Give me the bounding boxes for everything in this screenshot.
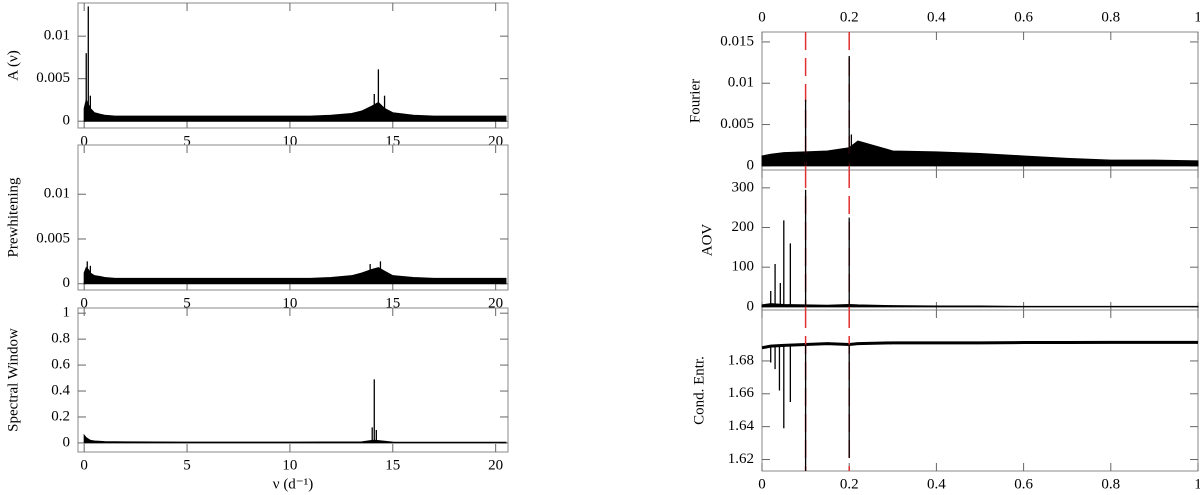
y-tick-label: 100	[732, 259, 755, 275]
y-tick-label: 0.01	[44, 186, 70, 202]
x-tick-label: 10	[282, 457, 297, 473]
x-tick-label: 0	[758, 476, 766, 492]
x-tick-label: 15	[385, 457, 400, 473]
y-tick-label: 0.6	[51, 357, 70, 373]
x-tick-label-top: 0.8	[1101, 9, 1120, 25]
y-tick-label: 1	[63, 305, 71, 321]
y-axis-label: Prewhitening	[5, 177, 21, 257]
x-tick-label: 20	[488, 295, 503, 311]
y-tick-label: 0.8	[51, 331, 70, 347]
x-tick-label: 1	[1194, 476, 1200, 492]
y-tick-label: 0.005	[720, 116, 754, 132]
y-tick-label: 300	[732, 179, 755, 195]
y-tick-label: 0.005	[36, 230, 70, 246]
x-tick-label: 5	[183, 133, 191, 149]
y-tick-label: 0.01	[44, 28, 70, 44]
y-tick-label: 0	[63, 275, 71, 291]
y-tick-label: 0	[63, 113, 71, 129]
y-tick-label: 1.64	[728, 418, 755, 434]
x-tick-label-top: 0	[758, 9, 766, 25]
plot-frame	[761, 309, 1199, 472]
x-tick-label: 0.8	[1101, 476, 1120, 492]
x-tick-label: 5	[183, 457, 191, 473]
y-axis-label: AOV	[699, 224, 715, 257]
y-tick-label: 1.66	[728, 385, 755, 401]
y-tick-label: 0	[747, 157, 755, 173]
noise-area	[83, 98, 507, 122]
x-tick-label: 0.4	[927, 476, 946, 492]
x-tick-label: 0	[80, 457, 88, 473]
y-axis-label: Spectral Window	[5, 328, 21, 432]
y-tick-label: 0.01	[728, 75, 754, 91]
x-tick-label: 0	[80, 295, 88, 311]
x-tick-label-top: 1	[1194, 9, 1200, 25]
noise-area	[83, 433, 507, 444]
x-tick-label: 5	[183, 295, 191, 311]
y-tick-label: 0	[63, 434, 71, 450]
noise-area	[761, 303, 1199, 308]
x-axis-label: ν (d⁻¹)	[273, 476, 313, 492]
y-tick-label: 1.62	[728, 451, 754, 467]
x-tick-label-top: 0.6	[1014, 9, 1033, 25]
x-tick-label: 0.6	[1014, 476, 1033, 492]
x-tick-label-top: 0.4	[927, 9, 946, 25]
y-axis-label: Fourier	[687, 79, 703, 123]
y-tick-label: 0.015	[720, 33, 754, 49]
y-axis-label: Cond. Entr.	[691, 356, 707, 425]
x-tick-label: 15	[385, 295, 400, 311]
plot-frame	[761, 169, 1199, 311]
x-tick-label: 0.2	[840, 476, 859, 492]
y-tick-label: 0.005	[36, 70, 70, 86]
plot-frame	[77, 307, 509, 453]
x-tick-label: 20	[488, 457, 503, 473]
y-tick-label: 200	[732, 219, 755, 235]
plot-frame	[77, 2, 509, 129]
y-tick-label: 0	[747, 298, 755, 314]
y-tick-label: 1.68	[728, 352, 754, 368]
noise-area	[83, 266, 507, 285]
x-tick-label: 0	[80, 133, 88, 149]
y-tick-label: 0.4	[51, 382, 70, 398]
y-tick-label: 0.2	[51, 408, 70, 424]
entropy-line	[761, 340, 1198, 350]
y-axis-label: A (ν)	[5, 50, 21, 81]
x-tick-label-top: 0.2	[840, 9, 859, 25]
x-tick-label: 10	[282, 295, 297, 311]
plot-frame	[761, 31, 1199, 171]
plot-frame	[77, 144, 509, 291]
noise-area	[761, 140, 1199, 167]
